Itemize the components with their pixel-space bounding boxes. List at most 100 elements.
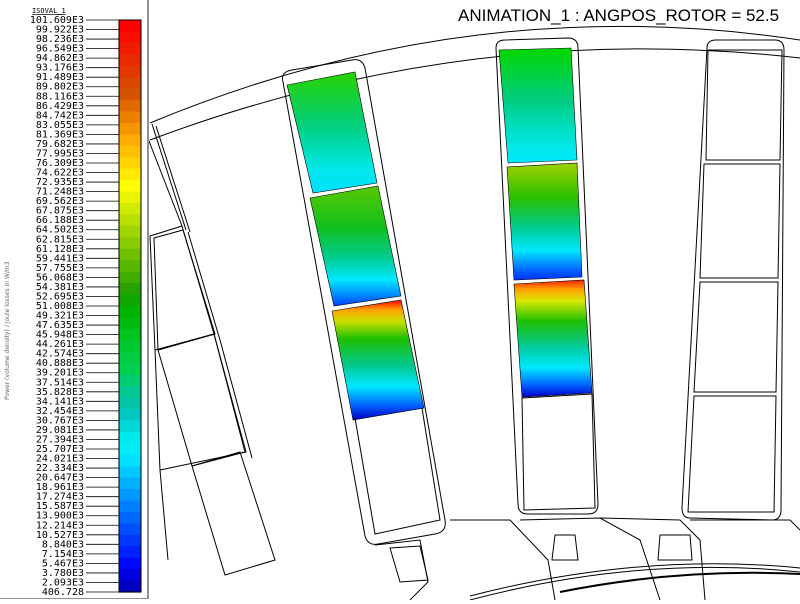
legend-tick-label: 12.214E3: [36, 520, 84, 531]
legend-color-swatch: [119, 283, 141, 296]
legend-color-swatch: [119, 489, 141, 502]
legend-tick-label: 99.922E3: [36, 25, 84, 36]
legend-color-swatch: [119, 20, 141, 33]
legend-color-swatch: [119, 397, 141, 410]
legend-tick-label: 89.802E3: [36, 82, 84, 93]
legend-tick-label: 10.527E3: [36, 530, 84, 541]
legend-tick-label: 76.309E3: [36, 158, 84, 169]
legend-tick-label: 18.961E3: [36, 482, 84, 493]
legend-tick-label: 7.154E3: [42, 549, 84, 560]
legend-color-bar-border: [118, 19, 142, 593]
legend-color-swatch: [119, 363, 141, 376]
legend-tick-label: 44.261E3: [36, 339, 84, 350]
legend-color-swatch: [119, 534, 141, 547]
legend-tick-label: 69.562E3: [36, 196, 84, 207]
legend-tick-label: 42.574E3: [36, 349, 84, 360]
legend-tick-label: 86.429E3: [36, 101, 84, 112]
legend-tick-label: 83.055E3: [36, 120, 84, 131]
legend-color-swatch: [119, 122, 141, 135]
left-slot-conductor-bottom: [331, 299, 425, 421]
legend-tick-label: 25.707E3: [36, 444, 84, 455]
legend-tick-label: 40.888E3: [36, 358, 84, 369]
left-slot-conductor-top: [286, 71, 378, 194]
legend-quantity-caption: Power (volume density) / Joule losses in…: [4, 261, 11, 400]
legend-color-swatch: [119, 77, 141, 90]
legend-tick-label: 52.695E3: [36, 291, 84, 302]
legend-color-swatch: [119, 65, 141, 78]
legend-color-swatch: [119, 111, 141, 124]
legend-tick-label: 64.502E3: [36, 225, 84, 236]
legend-color-swatch: [119, 248, 141, 261]
legend-tick-label: 17.274E3: [36, 492, 84, 503]
legend-color-swatch: [119, 386, 141, 399]
right-slot-conductor-top: [498, 47, 578, 164]
legend-color-swatch: [119, 271, 141, 284]
legend-color-swatch: [119, 88, 141, 101]
right-slot-conductor-mid: [506, 162, 583, 281]
slot-right-active-outline: [495, 37, 599, 515]
slot-far-right-outline: [681, 39, 785, 521]
legend-color-swatch: [119, 340, 141, 353]
legend-color-swatch: [119, 466, 141, 479]
legend-color-swatch: [119, 306, 141, 319]
legend-tick-label: 59.441E3: [36, 253, 84, 264]
legend-tick-label: 15.587E3: [36, 501, 84, 512]
legend-color-swatch: [119, 191, 141, 204]
legend-tick-label: 29.081E3: [36, 425, 84, 436]
legend-color-swatch: [119, 580, 141, 593]
legend-tick-label: 51.008E3: [36, 301, 84, 312]
legend-color-swatch: [119, 500, 141, 513]
legend-color-swatch: [119, 523, 141, 536]
legend-tick-label: 49.321E3: [36, 311, 84, 322]
slot-left-active-outline: [281, 59, 446, 545]
legend-tick-label: 2.093E3: [42, 577, 84, 588]
legend-tick-label: 88.116E3: [36, 91, 84, 102]
legend-tick-label: 98.236E3: [36, 34, 84, 45]
legend-tick-label: 30.767E3: [36, 415, 84, 426]
legend-tick-label: 96.549E3: [36, 44, 84, 55]
legend-color-swatch: [119, 408, 141, 421]
legend-color-swatch: [119, 317, 141, 330]
legend-tick-label: 72.935E3: [36, 177, 84, 188]
legend-tick-label: 81.369E3: [36, 129, 84, 140]
legend-tick-label: 39.201E3: [36, 368, 84, 379]
legend-tick-label: 13.900E3: [36, 511, 84, 522]
legend-color-swatch: [119, 42, 141, 55]
legend-tick-label: 57.755E3: [36, 263, 84, 274]
legend-tick-label: 77.995E3: [36, 148, 84, 159]
legend-color-swatch: [119, 431, 141, 444]
legend-tick-label: 5.467E3: [42, 558, 84, 569]
legend-tick-label: 56.068E3: [36, 272, 84, 283]
legend-color-swatch: [119, 180, 141, 193]
right-slot-conductor-bottom: [513, 279, 593, 398]
legend-color-swatch: [119, 100, 141, 113]
legend-color-swatch: [119, 443, 141, 456]
legend-color-swatch: [119, 374, 141, 387]
legend-color-swatch: [119, 214, 141, 227]
legend-color-swatch: [119, 237, 141, 250]
legend-tick-label: 406.728: [42, 587, 84, 598]
legend-tick-label: 101.609E3: [30, 15, 84, 26]
legend-tick-label: 35.828E3: [36, 387, 84, 398]
legend-color-swatch: [119, 294, 141, 307]
legend-color-swatch: [119, 145, 141, 158]
legend-color-swatch: [119, 157, 141, 170]
legend-color-swatch: [119, 134, 141, 147]
legend-color-swatch: [119, 54, 141, 67]
legend-color-swatch: [119, 203, 141, 216]
legend-tick-label: 27.394E3: [36, 434, 84, 445]
legend-tick-label: 3.780E3: [42, 568, 84, 579]
legend-tick-label: 8.840E3: [42, 539, 84, 550]
color-legend-panel: ISOVAL_1 Power (volume density) / Joule …: [0, 0, 149, 599]
legend-tick-label: 67.875E3: [36, 206, 84, 217]
legend-color-swatch: [119, 569, 141, 582]
legend-color-swatch: [119, 454, 141, 467]
legend-color-swatch: [119, 328, 141, 341]
legend-tick-label: 20.647E3: [36, 473, 84, 484]
rotor-arc: [469, 566, 800, 601]
legend-color-swatch: [119, 351, 141, 364]
legend-tick-label: 32.454E3: [36, 406, 84, 417]
legend-tick-label: 66.188E3: [36, 215, 84, 226]
